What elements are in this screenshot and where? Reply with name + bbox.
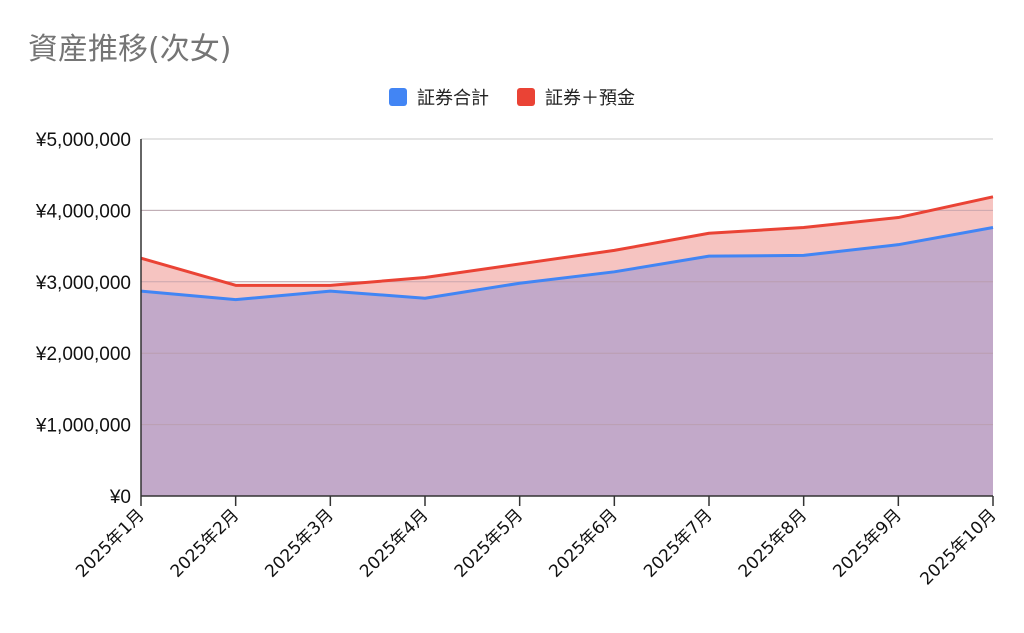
line-securities-plus-deposits <box>140 195 994 287</box>
line-securities-total <box>140 226 994 302</box>
x-tick-label: 2025年4月 <box>356 505 432 581</box>
x-tick-label: 2025年6月 <box>545 505 621 581</box>
y-tick-label: ¥0 <box>109 487 131 508</box>
x-tick-label: 2025年7月 <box>640 505 716 581</box>
y-tick-label: ¥5,000,000 <box>35 130 131 151</box>
x-tick-label: 2025年9月 <box>829 505 905 581</box>
x-tick-label: 2025年2月 <box>167 505 243 581</box>
legend-swatch-securities-plus-deposits <box>517 88 535 106</box>
x-tick-label: 2025年1月 <box>72 505 148 581</box>
y-tick-label: ¥2,000,000 <box>35 344 131 365</box>
x-tick-label: 2025年8月 <box>735 505 811 581</box>
legend-label-securities-plus-deposits: 証券＋預金 <box>545 88 635 109</box>
y-tick-label: ¥4,000,000 <box>35 201 131 222</box>
y-tick-label: ¥3,000,000 <box>35 273 131 294</box>
x-tick-label: 2025年5月 <box>451 505 527 581</box>
area-securities-total <box>141 227 993 496</box>
legend-label-securities-total: 証券合計 <box>417 88 489 109</box>
legend-swatch-securities-total <box>389 88 407 106</box>
legend-item-securities-plus-deposits[interactable]: 証券＋預金 <box>517 84 635 110</box>
x-tick-label: 2025年3月 <box>261 505 337 581</box>
y-tick-label: ¥1,000,000 <box>35 416 131 437</box>
legend: 証券合計 証券＋預金 <box>0 84 1024 110</box>
chart-title: 資産推移(次女) <box>28 32 232 67</box>
x-tick-label: 2025年10月 <box>916 505 1000 589</box>
legend-item-securities-total[interactable]: 証券合計 <box>389 84 489 110</box>
